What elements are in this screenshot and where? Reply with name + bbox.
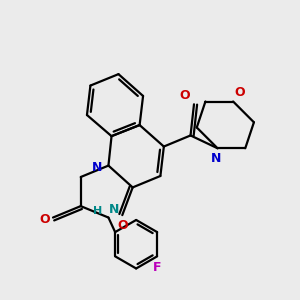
Text: O: O bbox=[39, 213, 50, 226]
Text: O: O bbox=[235, 86, 245, 99]
Text: O: O bbox=[179, 88, 190, 101]
Text: F: F bbox=[153, 260, 161, 274]
Text: N: N bbox=[92, 161, 102, 174]
Text: N: N bbox=[109, 203, 119, 216]
Text: N: N bbox=[211, 152, 221, 165]
Text: O: O bbox=[117, 219, 128, 232]
Text: H: H bbox=[93, 206, 103, 216]
